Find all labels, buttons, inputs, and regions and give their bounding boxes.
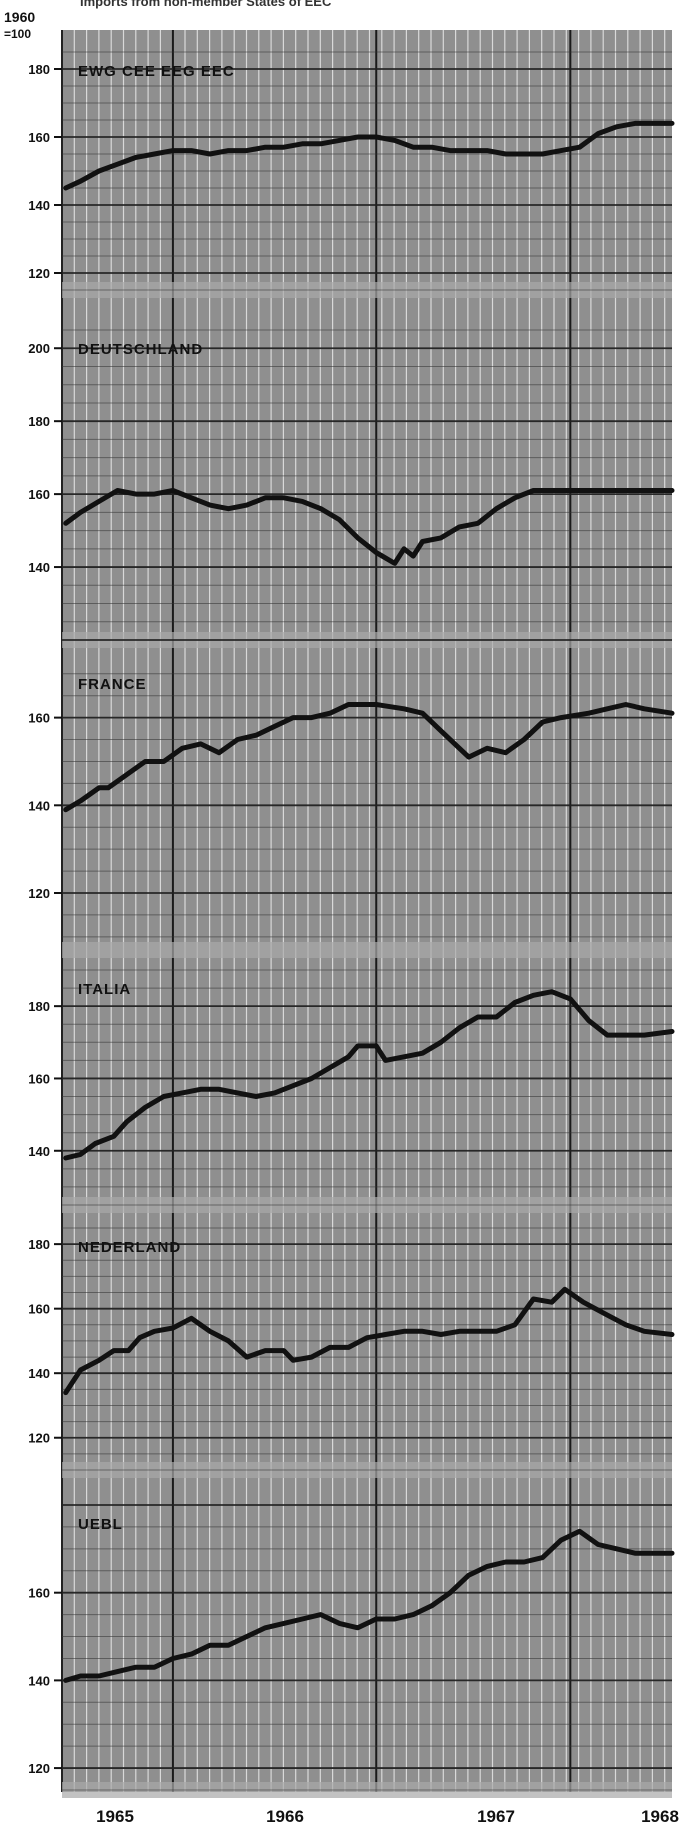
panel-ewg-cee-eeg-eec: 120 140 160 180 EWG CEE EEG EEC bbox=[28, 51, 675, 298]
y-tick-label: 140 bbox=[28, 560, 50, 575]
series-line-nederland bbox=[63, 1286, 675, 1396]
panel-deutschland: 140 160 180 200 DEUTSCHLAND bbox=[28, 329, 675, 648]
y-tick-label: 140 bbox=[28, 1144, 50, 1159]
y-tick-label: 180 bbox=[28, 414, 50, 429]
x-tick-label-1966: 1966 bbox=[266, 1807, 304, 1826]
panel-title: NEDERLAND bbox=[78, 1239, 181, 1256]
panel-separator-band bbox=[62, 942, 672, 958]
panels-layer: 120 140 160 180 EWG CEE EEG EEC 140 160 180 200 D… bbox=[28, 51, 675, 1798]
panel-title: EWG CEE EEG EEC bbox=[78, 63, 235, 80]
panel-france: 120 140 160 FRANCE bbox=[28, 673, 675, 958]
y-tick-label: 140 bbox=[28, 798, 50, 813]
x-axis: 1965 1966 1967 1968 bbox=[96, 1807, 679, 1826]
panel-title: DEUTSCHLAND bbox=[78, 341, 203, 358]
y-tick-label: 160 bbox=[28, 1302, 50, 1317]
grid-layer bbox=[61, 30, 672, 1792]
y-tick-label: 180 bbox=[28, 1237, 50, 1252]
y-tick-label: 160 bbox=[28, 1586, 50, 1601]
y-tick-label: 160 bbox=[28, 711, 50, 726]
series-line-italia bbox=[63, 989, 675, 1161]
panel-nederland: 120 140 160 180 NEDERLAND bbox=[28, 1227, 675, 1478]
y-tick-label: 200 bbox=[28, 341, 50, 356]
series-line-france bbox=[63, 702, 675, 813]
y-tick-label: 120 bbox=[28, 886, 50, 901]
y-tick-label: 120 bbox=[28, 1761, 50, 1776]
x-tick-label-1967: 1967 bbox=[477, 1807, 515, 1826]
y-tick-label: 140 bbox=[28, 1673, 50, 1688]
panel-title: ITALIA bbox=[78, 981, 131, 998]
x-tick-label-1965: 1965 bbox=[96, 1807, 134, 1826]
series-line-uebl bbox=[63, 1528, 675, 1683]
y-tick-label: 160 bbox=[28, 1071, 50, 1086]
panel-uebl: 120 140 160 UEBL bbox=[28, 1504, 675, 1798]
y-tick-label: 140 bbox=[28, 1366, 50, 1381]
y-tick-label: 180 bbox=[28, 62, 50, 77]
x-tick-label-1968: 1968 bbox=[641, 1807, 679, 1826]
y-tick-label: 160 bbox=[28, 487, 50, 502]
y-tick-label: 160 bbox=[28, 130, 50, 145]
panel-title: UEBL bbox=[78, 1516, 123, 1533]
base-label-line1: 1960 bbox=[4, 9, 35, 25]
header-title: Imports from non-member States of EEC bbox=[80, 0, 332, 9]
panel-title: FRANCE bbox=[78, 676, 147, 693]
series-line-ewg-cee-eeg-eec bbox=[63, 120, 675, 191]
y-tick-label: 180 bbox=[28, 999, 50, 1014]
y-tick-label: 120 bbox=[28, 266, 50, 281]
panel-italia: 140 160 180 ITALIA bbox=[28, 969, 675, 1213]
base-label-line2: =100 bbox=[4, 27, 31, 41]
y-tick-label: 120 bbox=[28, 1431, 50, 1446]
series-line-deutschland bbox=[63, 488, 675, 566]
y-tick-label: 140 bbox=[28, 198, 50, 213]
